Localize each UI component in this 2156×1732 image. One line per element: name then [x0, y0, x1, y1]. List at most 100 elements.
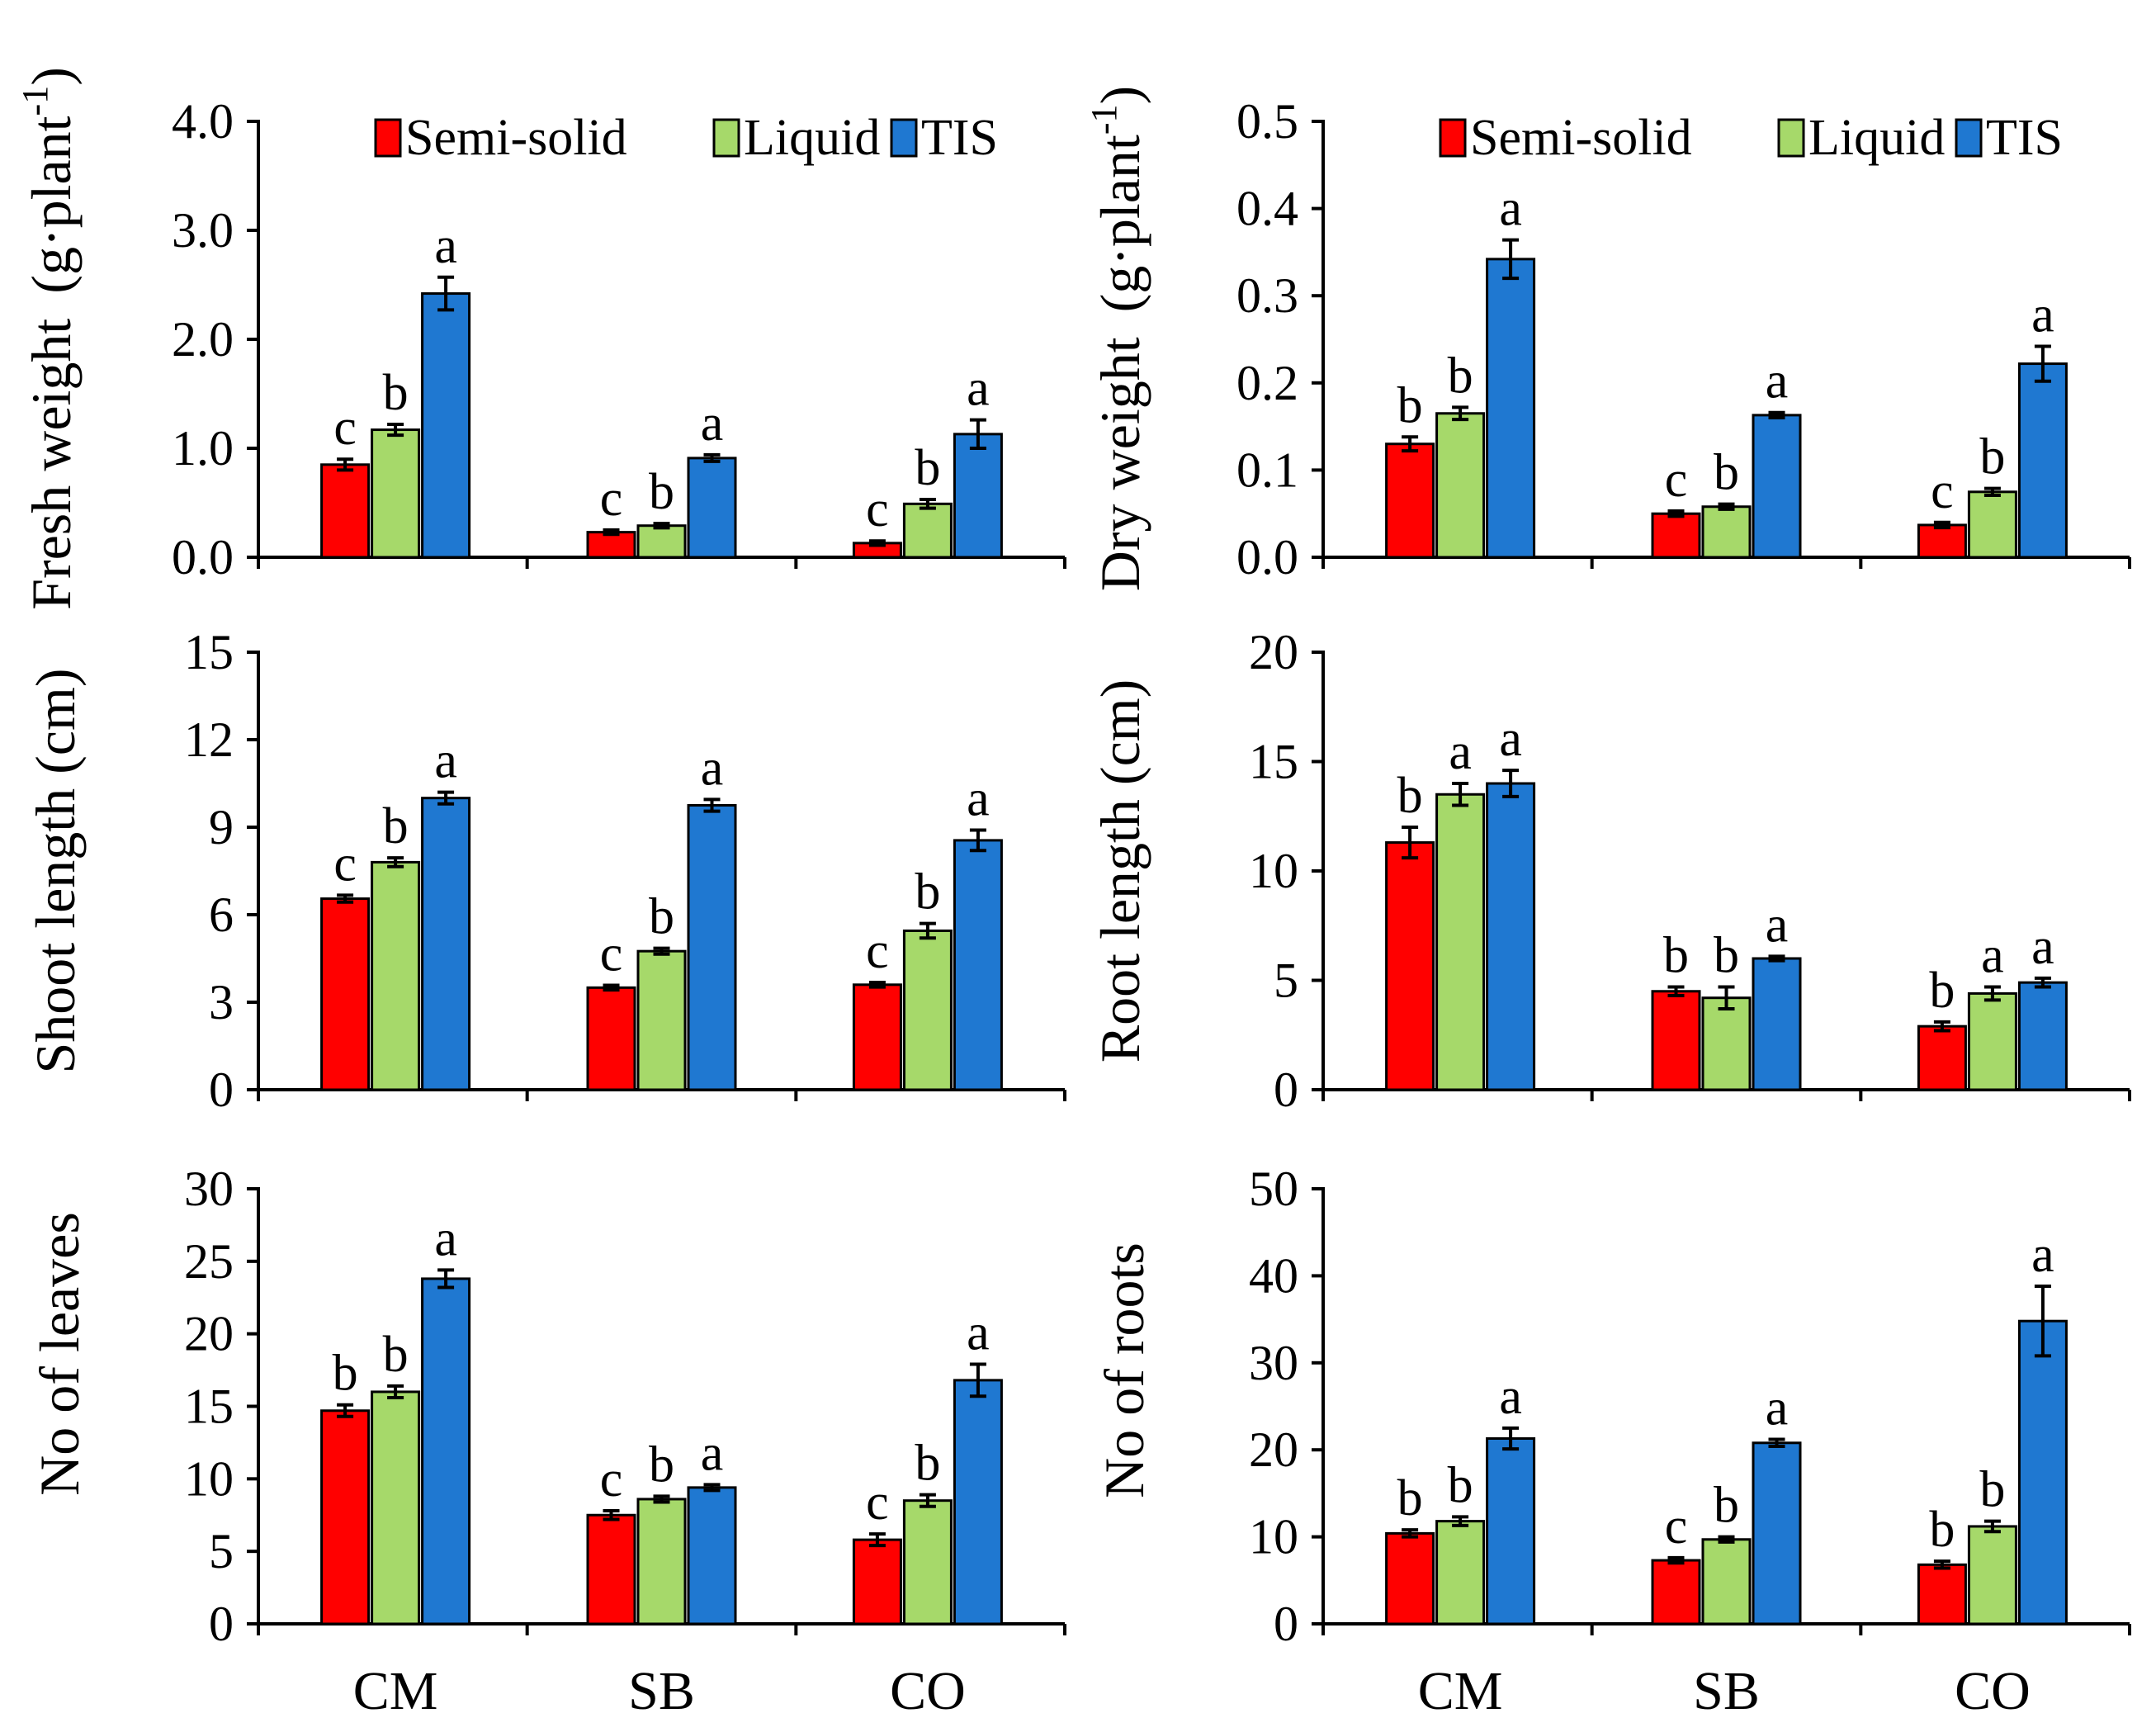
y-tick-label: 0.5 [1236, 94, 1298, 149]
legend-label: Liquid [744, 110, 880, 166]
bar-semi-solid-sb [586, 1513, 636, 1626]
bar-liquid-cm [1435, 412, 1486, 559]
legend-swatch-semi-solid [374, 118, 402, 158]
significance-letter: a [2031, 1227, 2054, 1283]
y-tick-label: 20 [1249, 1422, 1298, 1477]
bar-tis-sb [687, 1486, 737, 1626]
y-tick-label: 10 [184, 1451, 234, 1506]
bar-tis-sb [1752, 1441, 1802, 1626]
bar-semi-solid-sb [1651, 990, 1701, 1091]
bar-liquid-co [902, 502, 953, 559]
bar-tis-cm [421, 292, 471, 559]
y-tick-label: 25 [184, 1234, 234, 1289]
significance-letter: a [967, 771, 990, 827]
y-tick-label: 10 [1249, 844, 1298, 898]
bar-tis-co [953, 433, 1003, 559]
bar-liquid-co [902, 1499, 953, 1626]
y-tick-label: 15 [1249, 735, 1298, 789]
y-axis-label-fresh-weight-close: ) [20, 67, 83, 86]
significance-letter: a [1499, 181, 1522, 237]
bar-liquid-cm [371, 1390, 421, 1626]
y-tick-label: 15 [184, 625, 234, 679]
bar-tis-cm [1486, 258, 1536, 559]
y-tick-label: 5 [1274, 954, 1298, 1008]
significance-letter: b [649, 1436, 674, 1493]
significance-letter: a [434, 218, 457, 274]
legend: Semi-solid Liquid TIS [1439, 110, 2063, 166]
significance-letter: c [600, 926, 623, 982]
legend-swatch-liquid [712, 118, 740, 158]
y-tick-label: 20 [1249, 625, 1298, 679]
significance-letter: b [649, 464, 674, 520]
y-tick-label: 5 [209, 1524, 234, 1578]
significance-letter: c [333, 835, 357, 892]
y-axis-label-fresh-weight-superscript: -1 [15, 86, 55, 116]
significance-letter: a [701, 1425, 724, 1481]
bar-tis-sb [1752, 957, 1802, 1091]
legend-swatch-tis [1955, 118, 1983, 158]
bar-tis-cm [1486, 782, 1536, 1091]
y-tick-label: 0.2 [1236, 356, 1298, 410]
legend-label: Liquid [1808, 110, 1945, 166]
y-axis-label-root-length: Root length (cm) [1089, 679, 1151, 1063]
significance-letter: a [1499, 1369, 1522, 1425]
bar-liquid-sb [636, 949, 687, 1091]
y-tick-label: 0 [1274, 1597, 1298, 1651]
significance-letter: c [1665, 452, 1688, 508]
bar-tis-sb [687, 457, 737, 559]
bar-tis-co [953, 839, 1003, 1091]
y-axis-label-dry-weight-unit: (g·plant [1089, 135, 1151, 312]
y-tick-label: 3.0 [172, 203, 234, 258]
bar-semi-solid-cm [320, 1409, 371, 1626]
y-tick-label: 4.0 [172, 94, 234, 149]
significance-letter: a [1499, 711, 1522, 767]
significance-letter: a [2031, 919, 2054, 975]
significance-letter: a [1766, 1380, 1789, 1436]
x-category-co: CO [1955, 1661, 2031, 1721]
bar-semi-solid-sb [1651, 512, 1701, 559]
bar-liquid-sb [1701, 996, 1752, 1091]
significance-letter: b [915, 440, 940, 496]
significance-letter: c [600, 1451, 623, 1507]
y-axis-label-fresh-weight-unit: (g·plant [20, 116, 83, 293]
y-tick-label: 30 [1249, 1336, 1298, 1390]
bar-semi-solid-sb [586, 986, 636, 1091]
bar-semi-solid-co [1917, 1025, 1967, 1091]
significance-letter: b [915, 864, 940, 920]
y-tick-label: 20 [184, 1307, 234, 1361]
y-tick-label: 30 [184, 1162, 234, 1216]
y-axis-label-dry-weight: Dry weight (g·plant-1) [1084, 86, 1151, 591]
bar-liquid-co [902, 929, 953, 1091]
x-category-sb: SB [1693, 1661, 1760, 1721]
significance-letter: b [1448, 348, 1473, 404]
y-axis-label-no-of-leaves: No of leaves [28, 1212, 91, 1496]
bar-liquid-cm [371, 860, 421, 1091]
significance-letter: b [383, 798, 409, 854]
bar-tis-sb [687, 804, 737, 1091]
significance-letter: b [1714, 445, 1739, 501]
bar-liquid-co [1967, 1525, 2017, 1626]
bar-tis-sb [1752, 414, 1802, 559]
y-tick-label: 0.4 [1236, 182, 1298, 236]
significance-letter: c [600, 471, 623, 527]
significance-letter: c [866, 481, 889, 537]
bar-semi-solid-sb [1651, 1559, 1701, 1626]
bar-tis-cm [1486, 1436, 1536, 1626]
significance-letter: b [1397, 768, 1423, 824]
bar-tis-cm [421, 797, 471, 1091]
x-category-co: CO [890, 1661, 966, 1721]
y-axis-label-dry-weight-superscript: -1 [1084, 104, 1124, 135]
significance-letter: c [1665, 1498, 1688, 1555]
significance-letter: b [1979, 1462, 2005, 1518]
legend-swatch-tis [890, 118, 918, 158]
y-tick-label: 0 [1274, 1062, 1298, 1117]
y-axis-label-fresh-weight: Fresh weight (g·plant-1) [15, 67, 83, 610]
x-category-cm: CM [1418, 1661, 1503, 1721]
y-tick-label: 0.0 [172, 530, 234, 584]
bar-semi-solid-cm [320, 897, 371, 1091]
y-axis-label-fresh-weight-text: Fresh weight [20, 319, 83, 610]
